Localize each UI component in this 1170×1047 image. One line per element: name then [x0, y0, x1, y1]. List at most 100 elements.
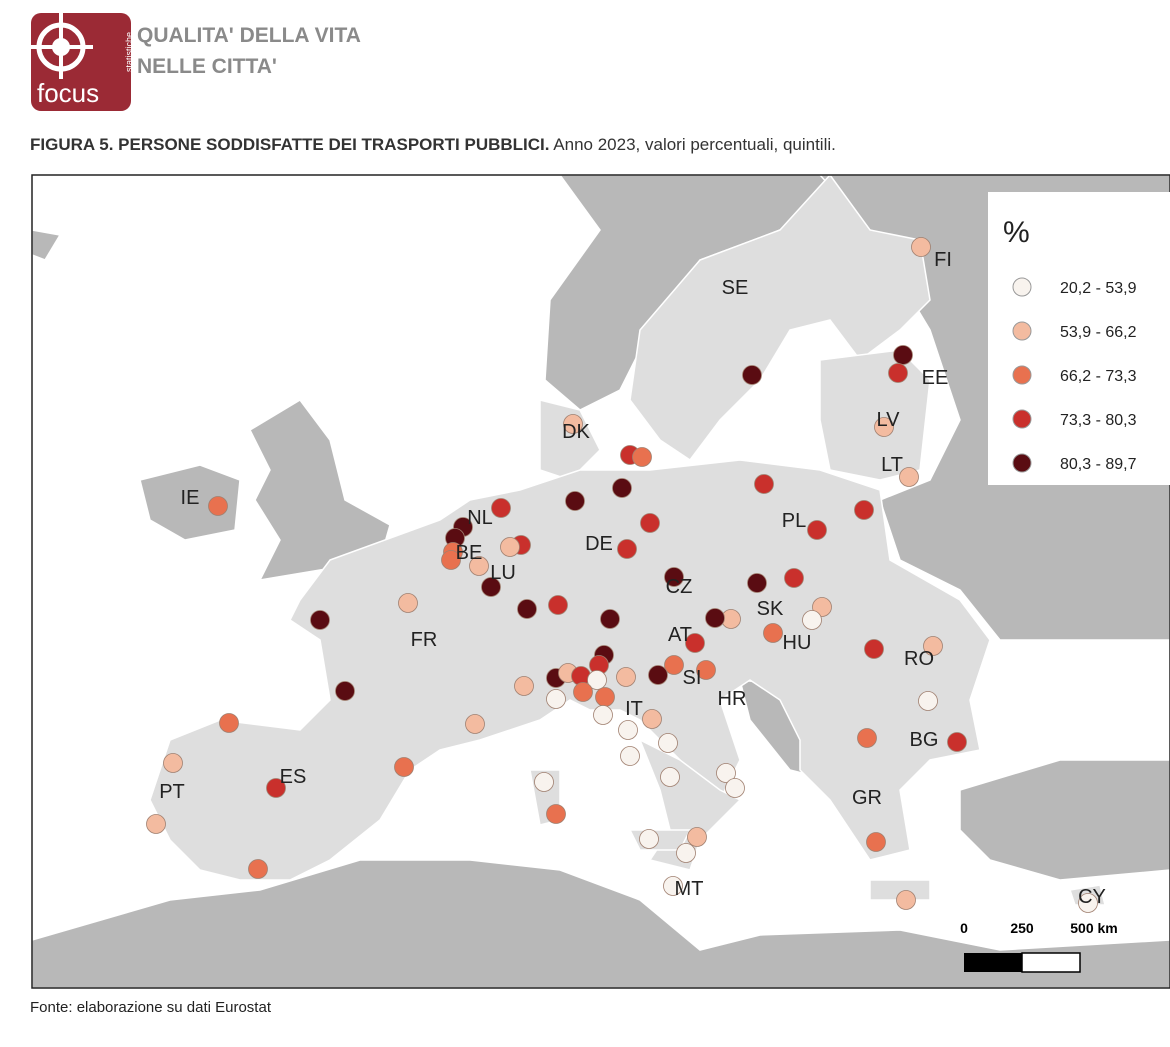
country-label: NL	[467, 507, 493, 529]
country-label: SE	[722, 277, 749, 299]
logo-mark	[31, 13, 93, 79]
city-dot	[219, 713, 239, 733]
figure-subtitle: Anno 2023, valori percentuali, quintili.	[553, 135, 836, 154]
country-label: DE	[585, 533, 613, 555]
country-labels: SE FI EE LV LT DK IE NL BE LU DE PL CZ SK AT HU RO SI HR IT…	[159, 249, 1106, 908]
country-label: PT	[159, 781, 185, 803]
city-dot	[514, 676, 534, 696]
city-dot	[248, 859, 268, 879]
city-dot	[918, 691, 938, 711]
legend-swatch	[1012, 321, 1032, 341]
city-dot	[642, 709, 662, 729]
country-label: CZ	[666, 576, 693, 598]
city-dot	[593, 705, 613, 725]
logo-text: focus	[37, 78, 100, 108]
country-label: FI	[934, 249, 952, 271]
city-dot	[310, 610, 330, 630]
city-dot	[616, 667, 636, 687]
city-dot	[893, 345, 913, 365]
legend-swatch	[1012, 365, 1032, 385]
scale-bar	[964, 953, 1022, 972]
city-dot	[534, 772, 554, 792]
city-dot	[208, 496, 228, 516]
city-dot	[595, 687, 615, 707]
city-dot	[857, 728, 877, 748]
city-dot	[899, 467, 919, 487]
city-dot	[600, 609, 620, 629]
city-dot	[465, 714, 485, 734]
city-dot	[716, 763, 736, 783]
city-dot	[632, 447, 652, 467]
scale-label: 0	[960, 920, 968, 936]
country-label: GR	[852, 787, 882, 809]
country-label: LT	[881, 454, 903, 476]
city-dot	[469, 556, 489, 576]
city-dot	[685, 633, 705, 653]
country-label: SI	[683, 667, 702, 689]
city-dot	[548, 595, 568, 615]
city-dot	[335, 681, 355, 701]
city-dot	[660, 767, 680, 787]
scale-bar	[1021, 952, 1081, 973]
city-dot	[563, 414, 583, 434]
city-dot	[664, 567, 684, 587]
legend-label: 53,9 - 66,2	[1060, 324, 1137, 341]
city-dot	[866, 832, 886, 852]
city-dot	[896, 890, 916, 910]
city-dot	[617, 539, 637, 559]
city-dot	[612, 478, 632, 498]
country-label: MT	[675, 878, 704, 900]
city-dot	[620, 746, 640, 766]
country-label: LU	[490, 562, 516, 584]
legend-swatch	[1012, 277, 1032, 297]
city-dot	[618, 720, 638, 740]
city-dot	[687, 827, 707, 847]
city-dot	[639, 829, 659, 849]
legend-swatch	[1012, 453, 1032, 473]
city-dot	[546, 804, 566, 824]
country-label: PL	[782, 510, 806, 532]
legend-title: %	[1003, 216, 1030, 249]
legend-label: 20,2 - 53,9	[1060, 280, 1137, 297]
city-dot	[517, 599, 537, 619]
city-dot	[587, 670, 607, 690]
country-label: IE	[181, 487, 200, 509]
city-dot	[854, 500, 874, 520]
city-dot	[676, 843, 696, 863]
country-label: CY	[1078, 886, 1106, 908]
country-label: ES	[280, 766, 307, 788]
country-label: AT	[668, 624, 692, 646]
city-dot	[742, 365, 762, 385]
legend-swatch	[1012, 409, 1032, 429]
country-label: IT	[625, 698, 643, 720]
city-dot	[640, 513, 660, 533]
city-dot	[491, 498, 511, 518]
country-label: FR	[411, 629, 438, 651]
city-dot	[163, 753, 183, 773]
header-title-line: QUALITA' DELLA VITA	[137, 24, 361, 47]
city-dot	[565, 491, 585, 511]
city-dot	[658, 733, 678, 753]
country-label: DK	[562, 421, 590, 443]
city-dot	[1078, 893, 1098, 913]
country-label: SK	[757, 598, 784, 620]
city-dot	[754, 474, 774, 494]
city-dot	[664, 655, 684, 675]
legend-label: 80,3 - 89,7	[1060, 456, 1137, 473]
city-dot	[947, 732, 967, 752]
country-label: HU	[783, 632, 812, 654]
city-dot	[705, 608, 725, 628]
city-dot	[864, 639, 884, 659]
map: SE FI EE LV LT DK IE NL BE LU DE PL CZ SK AT HU RO SI HR IT…	[31, 174, 1170, 989]
city-dot	[696, 660, 716, 680]
figure-title: FIGURA 5. PERSONE SODDISFATTE DEI TRASPO…	[30, 135, 550, 154]
legend-label: 73,3 - 80,3	[1060, 412, 1137, 429]
scale-label: 500 km	[1070, 920, 1117, 936]
city-dot	[663, 876, 683, 896]
logo: focus statistiche	[31, 13, 131, 111]
header-title: QUALITA' DELLA VITA NELLE CITTA'	[137, 20, 361, 82]
city-dot	[500, 537, 520, 557]
city-dot	[146, 814, 166, 834]
country-label: RO	[904, 648, 934, 670]
city-dot	[807, 520, 827, 540]
